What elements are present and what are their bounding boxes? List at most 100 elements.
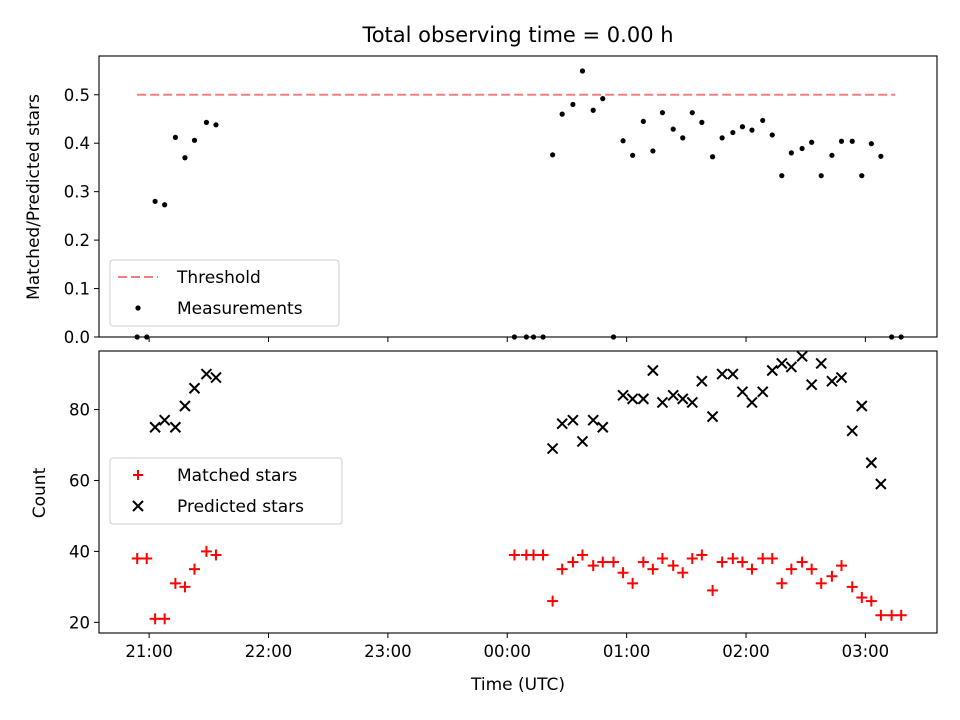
measurement-point <box>868 141 874 147</box>
top-chart-title: Total observing time = 0.00 h <box>361 23 673 47</box>
top-legend: Threshold Measurements <box>109 259 340 327</box>
matched-star-point <box>707 584 719 596</box>
matched-star-point <box>567 556 579 568</box>
x-tick-label: 01:00 <box>603 642 651 661</box>
predicted-star-point <box>158 414 171 426</box>
matched-star-point <box>149 613 161 625</box>
matched-star-point <box>179 581 191 593</box>
bottom-plot-frame <box>98 350 938 634</box>
measurement-point <box>659 110 666 116</box>
predicted-star-point <box>815 357 827 370</box>
matched-star-point <box>856 592 868 604</box>
matched-star-point <box>667 560 679 572</box>
matched-star-point <box>169 577 181 589</box>
predicted-star-point <box>567 414 579 426</box>
matched-star-point <box>188 563 200 575</box>
measurement-point <box>550 152 556 158</box>
matched-star-point <box>806 563 818 575</box>
top-y-ticks: 0.0 0.1 0.2 0.3 0.4 0.5 <box>64 86 99 347</box>
legend-matched-swatch <box>133 470 143 480</box>
predicted-star-point <box>746 396 758 409</box>
x-tick-label: 21:00 <box>125 642 173 661</box>
matched-star-point <box>537 549 549 561</box>
predicted-star-point <box>835 371 848 384</box>
top-y-axis-label: Matched/Predicted stars <box>24 94 44 300</box>
matched-star-point <box>727 553 739 565</box>
measurement-point <box>610 334 617 340</box>
measurement-point <box>818 173 824 179</box>
measurement-point <box>570 101 576 108</box>
predicted-star-point <box>149 421 161 433</box>
measurement-point <box>650 148 656 154</box>
legend-predicted-label: Predicted stars <box>177 497 304 517</box>
top-y-tick-label: 0.4 <box>64 134 90 153</box>
x-axis-label: Time (UTC) <box>470 675 565 695</box>
legend-threshold-label: Threshold <box>176 268 261 288</box>
measurement-point <box>898 334 904 340</box>
predicted-star-point <box>617 389 629 402</box>
bottom-y-tick-label: 20 <box>69 613 90 632</box>
predicted-star-point <box>785 361 798 373</box>
predicted-star-point <box>546 442 559 455</box>
measurement-point <box>829 152 835 158</box>
measurement-point <box>600 96 606 102</box>
bottom-axes: 20 40 60 80 21:00 22:00 23:00 00:00 01:00 02:00 0… <box>30 350 938 695</box>
measurement-point <box>680 135 686 141</box>
matched-star-point <box>597 556 609 568</box>
matched-star-point <box>826 570 838 582</box>
top-axes: 0.0 0.1 0.2 0.3 0.4 0.5 Matched/Predicted sta… <box>24 55 938 347</box>
bottom-legend: Matched stars Predicted stars <box>109 457 343 525</box>
x-tick-label: 03:00 <box>842 642 890 661</box>
measurement-point <box>689 110 695 116</box>
predicted-star-point <box>587 414 599 426</box>
matched-star-point <box>131 553 143 565</box>
measurement-point <box>859 173 865 179</box>
measurement-point <box>213 122 219 128</box>
top-x-ticks <box>148 337 866 342</box>
predicted-star-point <box>637 393 650 405</box>
bottom-y-axis-label: Count <box>30 467 50 518</box>
predicted-star-point <box>766 364 778 377</box>
matched-star-point <box>656 553 668 565</box>
measurement-point <box>809 139 815 145</box>
matched-star-point <box>607 556 619 568</box>
measurement-point <box>799 145 805 152</box>
matched-star-point <box>766 553 778 565</box>
matched-star-point <box>895 609 907 621</box>
measurement-point <box>878 153 884 159</box>
matched-star-point <box>637 556 649 568</box>
predicted-star-point <box>556 418 568 430</box>
measurement-point <box>889 334 895 340</box>
matched-star-point <box>528 549 540 561</box>
matched-star-point <box>647 563 659 575</box>
legend-predicted-swatch <box>132 500 144 512</box>
measurement-point <box>760 117 766 124</box>
predicted-star-point <box>776 357 788 370</box>
predicted-star-point <box>826 375 838 387</box>
matched-star-point <box>556 563 568 575</box>
measurement-point <box>620 138 626 144</box>
measurement-point <box>523 334 529 340</box>
measurement-point <box>788 150 794 156</box>
matched-star-point <box>627 577 639 589</box>
matched-star-point <box>785 563 797 575</box>
matched-star-point <box>547 595 559 607</box>
matched-star-point <box>200 545 212 557</box>
predicted-star-point <box>597 421 609 433</box>
matched-star-point <box>677 567 689 579</box>
predicted-star-point <box>716 368 728 380</box>
measurement-point <box>530 334 537 340</box>
matched-star-point <box>716 556 728 568</box>
predicted-star-point <box>796 350 808 363</box>
matched-star-point <box>846 581 858 593</box>
measurement-point <box>203 119 210 125</box>
bottom-y-tick-label: 60 <box>69 471 90 490</box>
top-marks <box>134 68 904 340</box>
predicted-star-point <box>169 421 182 433</box>
measurement-point <box>162 202 168 208</box>
measurement-point <box>730 129 736 136</box>
top-legend-box <box>109 259 340 327</box>
predicted-star-point <box>706 410 719 423</box>
